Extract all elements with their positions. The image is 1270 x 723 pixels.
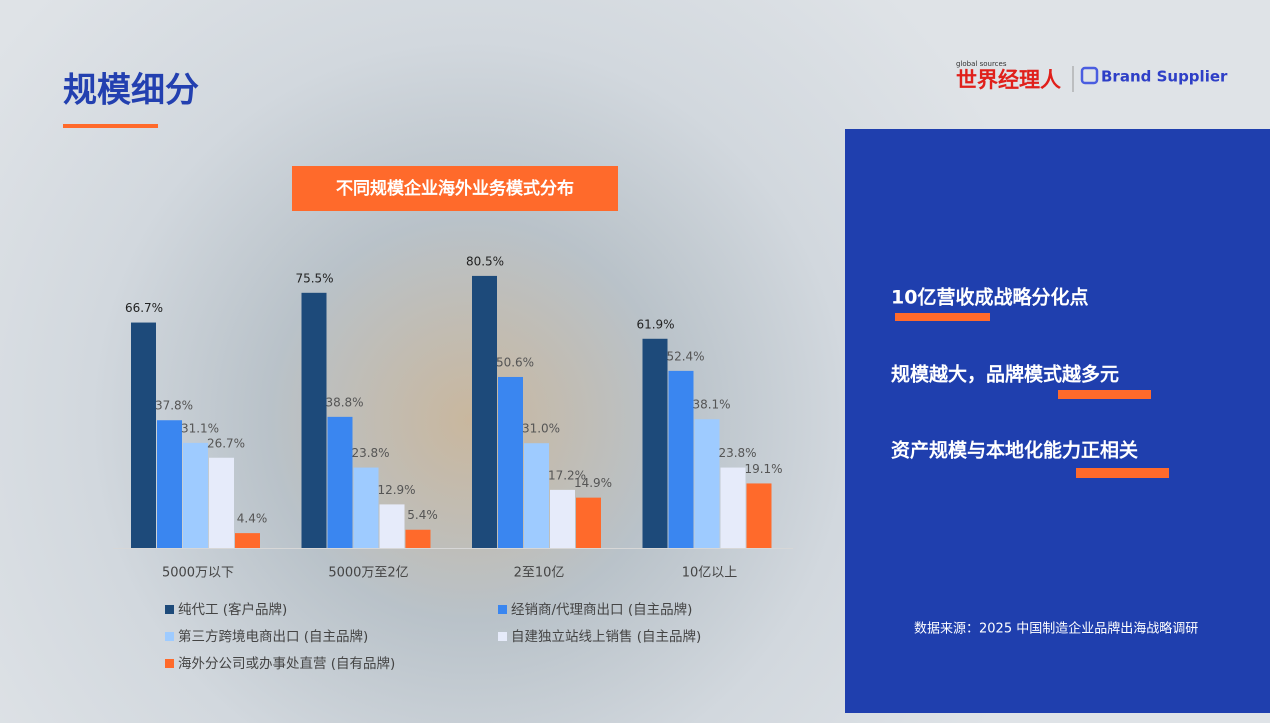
logo-small: global sources xyxy=(956,60,1007,68)
data-label: 12.9% xyxy=(377,483,415,497)
chart-title-box xyxy=(292,166,618,211)
data-label: 66.7% xyxy=(125,301,163,315)
key-point: 10亿营收成战略分化点 xyxy=(891,286,1088,309)
data-label: 4.4% xyxy=(237,512,268,526)
data-label: 5.4% xyxy=(407,508,438,522)
data-label: 38.1% xyxy=(692,398,730,412)
x-tick-label: 5000万以下 xyxy=(162,566,234,581)
data-label: 75.5% xyxy=(295,271,333,285)
highlight xyxy=(895,313,990,321)
logo-icon xyxy=(1080,66,1099,85)
legend-swatch xyxy=(165,659,174,668)
legend-label: 自建独立站线上销售 (自主品牌) xyxy=(511,628,701,645)
legend-swatch xyxy=(498,632,507,641)
bar xyxy=(472,275,497,548)
data-label: 31.0% xyxy=(522,422,560,436)
bar xyxy=(550,489,575,548)
key-point: 资产规模与本地化能力正相关 xyxy=(891,439,1138,462)
bar xyxy=(131,322,156,548)
highlight xyxy=(1076,468,1169,478)
legend-swatch xyxy=(498,605,507,614)
bar xyxy=(301,292,327,548)
key-point: 规模越大，品牌模式越多元 xyxy=(891,363,1119,386)
x-tick-label: 2至10亿 xyxy=(514,566,565,581)
data-label: 19.1% xyxy=(744,462,782,476)
logo-cn: 世界经理人 xyxy=(956,68,1061,92)
bar xyxy=(379,504,405,548)
source-note: 数据来源：2025 中国制造企业品牌出海战略调研 xyxy=(914,621,1198,637)
bar xyxy=(327,416,353,548)
data-label: 61.9% xyxy=(636,317,674,331)
data-label: 17.2% xyxy=(548,468,586,482)
title-underline xyxy=(63,124,158,128)
slide-title: 规模细分 xyxy=(63,71,199,111)
bar xyxy=(524,443,549,548)
legend-swatch xyxy=(165,632,174,641)
chart-title: 不同规模企业海外业务模式分布 xyxy=(336,178,574,199)
data-label: 37.8% xyxy=(155,399,193,413)
data-label: 23.8% xyxy=(351,446,389,460)
bar xyxy=(353,467,379,548)
bar xyxy=(720,467,746,548)
logo-brand: Brand Supplier xyxy=(1101,68,1228,86)
legend-label: 第三方跨境电商出口 (自主品牌) xyxy=(178,628,368,645)
data-label: 31.1% xyxy=(181,421,219,435)
data-label: 38.8% xyxy=(325,395,363,409)
info-panel xyxy=(845,129,1270,713)
bar xyxy=(576,497,601,548)
legend-label: 经销商/代理商出口 (自主品牌) xyxy=(511,601,692,618)
bar xyxy=(642,338,668,548)
data-label: 14.9% xyxy=(574,476,612,490)
bar xyxy=(668,370,694,548)
legend-swatch xyxy=(165,605,174,614)
x-tick-label: 5000万至2亿 xyxy=(328,566,408,581)
data-label: 26.7% xyxy=(207,436,245,450)
bar xyxy=(157,420,182,548)
data-label: 50.6% xyxy=(496,355,534,369)
bar xyxy=(405,529,431,548)
bar xyxy=(235,533,260,548)
bar xyxy=(746,483,772,548)
legend-label: 纯代工 (客户品牌) xyxy=(178,601,287,618)
legend-label: 海外分公司或办事处直营 (自有品牌) xyxy=(178,655,395,672)
highlight xyxy=(1058,390,1151,399)
data-label: 52.4% xyxy=(666,349,704,363)
bar xyxy=(694,419,720,548)
data-label: 23.8% xyxy=(718,446,756,460)
bar xyxy=(183,442,208,548)
data-label: 80.5% xyxy=(466,254,504,268)
bar xyxy=(498,376,523,548)
bar xyxy=(209,457,234,548)
x-tick-label: 10亿以上 xyxy=(682,566,738,581)
